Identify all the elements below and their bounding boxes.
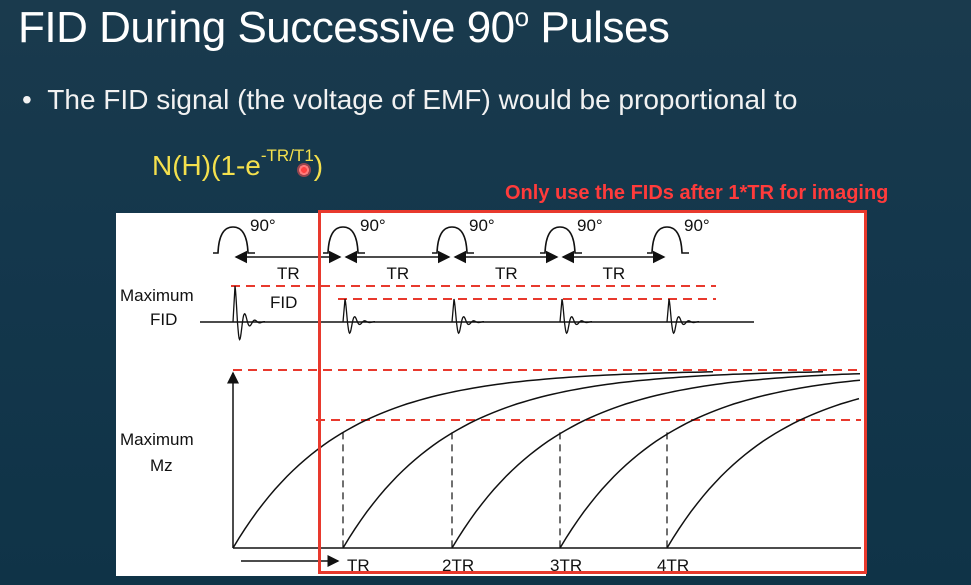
diagram-svg: 90° 90° 90° 90° 90° TR TR TR TR TR 2TR 3TR 4TR Max… bbox=[120, 216, 861, 575]
fid-signal bbox=[559, 298, 592, 335]
mz-row: TR 2TR 3TR 4TR bbox=[227, 369, 861, 575]
max-fid-label-line1: Maximum bbox=[120, 286, 194, 305]
mz-recovery-curve bbox=[451, 372, 861, 549]
tr-label: TR bbox=[277, 264, 300, 283]
x-tick-label: 3TR bbox=[550, 556, 582, 575]
rf-pulse bbox=[213, 226, 255, 254]
fid-signal-first bbox=[232, 285, 265, 341]
mz-recovery-curve bbox=[342, 371, 824, 549]
max-mz-label-line1: Maximum bbox=[120, 430, 194, 449]
pulse-label: 90° bbox=[469, 216, 495, 235]
mz-recovery-curve bbox=[666, 397, 860, 549]
fid-row bbox=[200, 285, 754, 341]
pulse-label: 90° bbox=[250, 216, 276, 235]
tr-label: TR bbox=[387, 264, 410, 283]
rf-pulse bbox=[432, 226, 474, 254]
rf-pulse bbox=[647, 226, 689, 254]
laser-pointer-icon bbox=[297, 163, 311, 177]
pulse-label: 90° bbox=[577, 216, 603, 235]
highlight-box bbox=[318, 210, 867, 574]
x-tick-label: 2TR bbox=[442, 556, 474, 575]
mz-recovery-curve-first bbox=[232, 371, 714, 549]
diagram-panel: 90° 90° 90° 90° 90° TR TR TR TR TR 2TR 3TR 4TR Max… bbox=[116, 213, 866, 576]
bullet-point: • The FID signal (the voltage of EMF) wo… bbox=[22, 84, 797, 116]
pulse-label: 90° bbox=[684, 216, 710, 235]
tr-intervals: TR TR TR TR bbox=[234, 250, 666, 283]
tr-label: TR bbox=[603, 264, 626, 283]
max-mz-label-line2: Mz bbox=[150, 456, 173, 475]
bullet-icon: • bbox=[22, 84, 32, 115]
x-tick-label: 4TR bbox=[657, 556, 689, 575]
formula: N(H)(1-e-TR/T1) bbox=[152, 146, 324, 181]
fid-signal bbox=[666, 298, 699, 335]
fid-signal bbox=[342, 298, 375, 335]
bullet-text: The FID signal (the voltage of EMF) woul… bbox=[47, 84, 798, 115]
max-fid-label-line2: FID bbox=[150, 310, 177, 329]
mz-recovery-curve bbox=[559, 379, 861, 549]
rf-pulse bbox=[323, 226, 365, 254]
tr-label: TR bbox=[495, 264, 518, 283]
x-tick-label: TR bbox=[347, 556, 370, 575]
rf-pulse bbox=[540, 226, 582, 254]
fid-label: FID bbox=[270, 293, 297, 312]
slide-title: FID During Successive 90o Pulses bbox=[18, 2, 670, 52]
pulse-train: 90° 90° 90° 90° 90° bbox=[213, 216, 710, 254]
fid-signal bbox=[451, 298, 484, 335]
pulse-label: 90° bbox=[360, 216, 386, 235]
annotation-text: Only use the FIDs after 1*TR for imaging bbox=[505, 182, 889, 204]
